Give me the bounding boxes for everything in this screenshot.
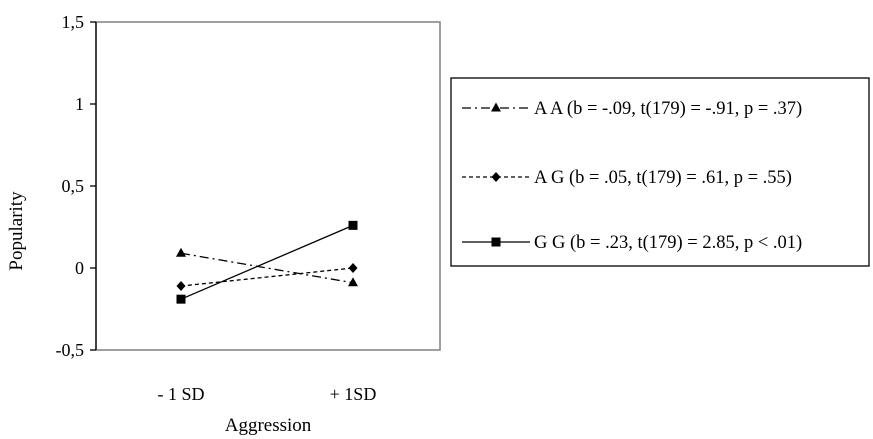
legend-label-2: A G (b = .05, t(179) = .61, p = .55): [534, 168, 792, 188]
series-3-point: [176, 294, 186, 304]
y-tick-label: -0,5: [56, 340, 85, 360]
series-1-point: [348, 277, 358, 287]
y-tick-label: 1: [75, 94, 84, 114]
legend: A A (b = -.09, t(179) = -.91, p = .37) A …: [462, 99, 802, 253]
plot-area: [95, 21, 441, 351]
series-line-3: [180, 224, 354, 300]
x-axis: - 1 SD + 1SD: [157, 384, 376, 404]
y-tick-label: 0: [75, 258, 84, 278]
y-axis-title: Popularity: [6, 191, 27, 271]
y-tick-label: 1,5: [62, 12, 85, 32]
series-line-1: [180, 252, 354, 284]
series-1-point: [176, 247, 186, 257]
legend-marker-3: [491, 237, 501, 247]
legend-box: [450, 77, 870, 267]
series-2-point: [176, 281, 186, 292]
legend-marker-2: [491, 172, 501, 182]
x-tick-label: + 1SD: [330, 384, 377, 404]
series-line-2: [180, 267, 354, 287]
series-2-point: [348, 263, 358, 273]
y-axis: -0,5 0 0,5 1 1,5: [56, 12, 97, 360]
x-axis-title: Aggression: [225, 415, 312, 436]
legend-label-3: G G (b = .23, t(179) = 2.85, p < .01): [534, 233, 802, 253]
series-3-point: [348, 220, 358, 230]
series-group: [176, 220, 358, 304]
legend-label-1: A A (b = -.09, t(179) = -.91, p = .37): [534, 99, 802, 119]
legend-marker-1: [491, 102, 501, 112]
y-tick-label: 0,5: [62, 176, 85, 196]
x-tick-label: - 1 SD: [157, 384, 204, 404]
